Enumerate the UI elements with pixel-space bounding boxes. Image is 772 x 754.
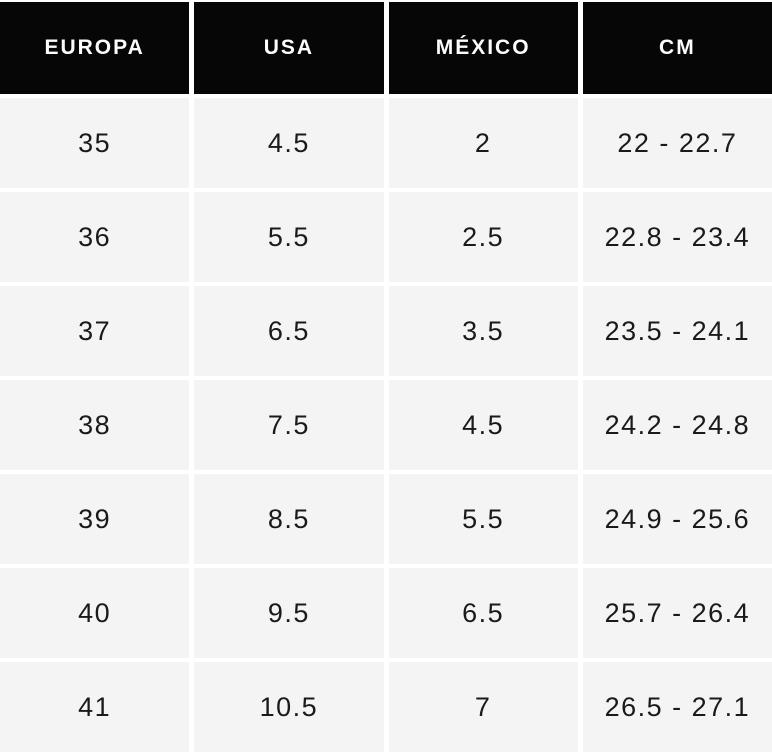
cell-row4-europa: 38 <box>0 380 190 470</box>
cell-row3-europa: 37 <box>0 286 190 376</box>
cell-row7-cm: 26.5 - 27.1 <box>582 662 772 752</box>
cell-row6-usa: 9.5 <box>194 568 384 658</box>
cell-row6-cm: 25.7 - 26.4 <box>582 568 772 658</box>
cell-row4-mexico: 4.5 <box>388 380 578 470</box>
cell-row5-usa: 8.5 <box>194 474 384 564</box>
cell-row2-usa: 5.5 <box>194 192 384 282</box>
header-cell-usa: USA <box>194 2 384 94</box>
cell-row5-europa: 39 <box>0 474 190 564</box>
cell-row1-mexico: 2 <box>388 98 578 188</box>
cell-row7-europa: 41 <box>0 662 190 752</box>
cell-row4-cm: 24.2 - 24.8 <box>582 380 772 470</box>
cell-row4-usa: 7.5 <box>194 380 384 470</box>
cell-row3-usa: 6.5 <box>194 286 384 376</box>
cell-row5-mexico: 5.5 <box>388 474 578 564</box>
cell-row6-europa: 40 <box>0 568 190 658</box>
cell-row6-mexico: 6.5 <box>388 568 578 658</box>
header-cell-mexico: MÉXICO <box>388 2 578 94</box>
cell-row2-mexico: 2.5 <box>388 192 578 282</box>
header-cell-cm: CM <box>582 2 772 94</box>
cell-row7-usa: 10.5 <box>194 662 384 752</box>
cell-row2-europa: 36 <box>0 192 190 282</box>
cell-row2-cm: 22.8 - 23.4 <box>582 192 772 282</box>
header-cell-europa: EUROPA <box>0 2 190 94</box>
cell-row1-usa: 4.5 <box>194 98 384 188</box>
cell-row3-cm: 23.5 - 24.1 <box>582 286 772 376</box>
cell-row1-cm: 22 - 22.7 <box>582 98 772 188</box>
cell-row3-mexico: 3.5 <box>388 286 578 376</box>
cell-row7-mexico: 7 <box>388 662 578 752</box>
cell-row1-europa: 35 <box>0 98 190 188</box>
cell-row5-cm: 24.9 - 25.6 <box>582 474 772 564</box>
